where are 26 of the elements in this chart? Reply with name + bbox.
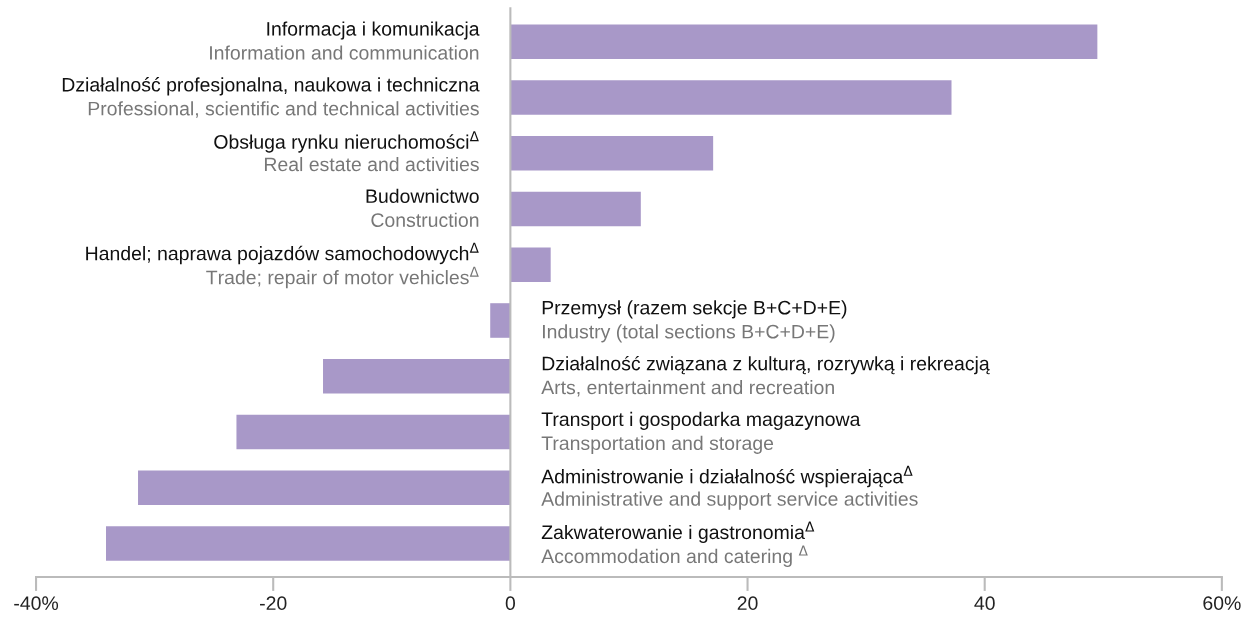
y-tick-label: Działalność profesjonalna, naukowa i techniczna Professional, scientific and technical activities	[62, 77, 480, 118]
x-tick-label: 0	[505, 596, 516, 611]
x-tick-label: 20	[737, 596, 758, 611]
x-tick-label: -40%	[14, 596, 59, 611]
x-tick-label: 60%	[1203, 596, 1241, 611]
y-tick-label: Działalność związana z kulturą, rozrywką i rekreacją Arts, entertainment and recreation	[541, 355, 990, 397]
y-tick-label: Administrowanie i działalność wspierająca$^{Δ}$ Administrative and support service activities	[541, 465, 918, 510]
y-tick-label: Informacja i komunikacja Information and communication	[210, 21, 480, 60]
category-label: Zakwaterowanie i gastronomia$^{Δ}$ Accommodation and catering $^{Δ}$	[541, 521, 815, 567]
bar	[490, 303, 511, 338]
bar	[138, 470, 511, 506]
category-label: Handel; naprawa pojazdów samochodowych$^{Δ}$ Trade; repair of motor vehicles$^{Δ}$	[86, 242, 479, 289]
bar	[510, 80, 952, 115]
bar	[106, 526, 511, 561]
bar	[236, 414, 511, 450]
bar	[510, 135, 714, 171]
bar	[323, 358, 511, 394]
bar	[510, 247, 551, 283]
y-tick-label: Przemysł (razem sekcje B+C+D+E) Industry (total sections B+C+D+E)	[542, 300, 847, 343]
bar	[510, 191, 641, 227]
y-tick-label: Obsługa rynku nieruchomości$^{Δ}$ Real estate and activities	[214, 131, 479, 172]
x-tick-label: -20	[260, 596, 287, 611]
x-tick-label: 40	[974, 596, 995, 611]
y-tick-label: Budownictwo Construction	[366, 188, 479, 228]
bar	[510, 24, 1098, 59]
y-tick-label: Transport i gospodarka magazynowa Transportation and storage	[541, 411, 861, 454]
